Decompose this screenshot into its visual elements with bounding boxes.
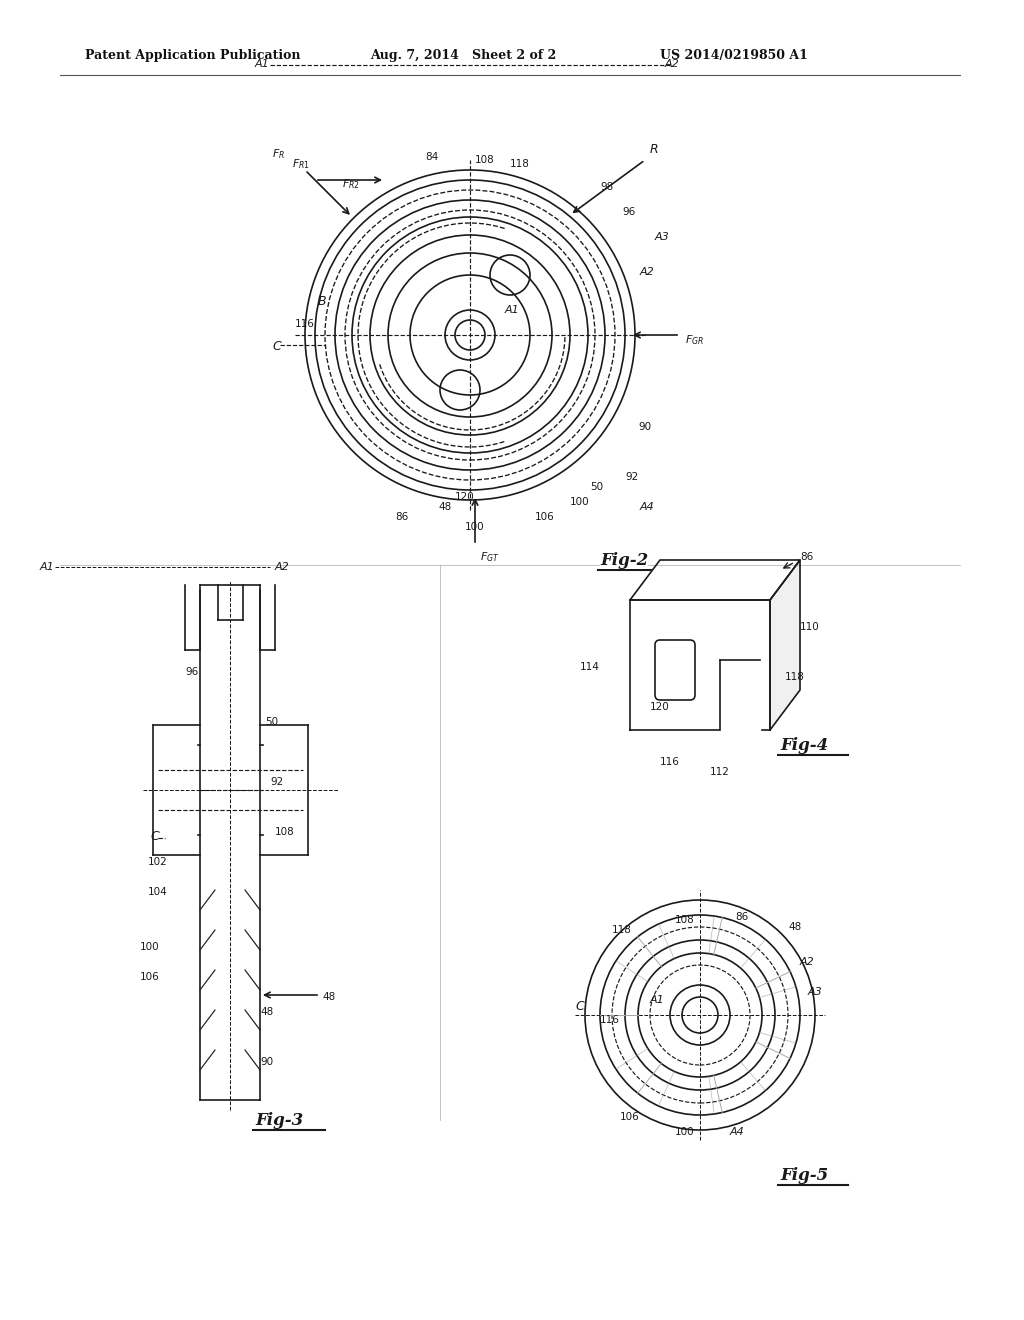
Polygon shape: [720, 660, 760, 730]
Text: 116: 116: [600, 1015, 620, 1026]
Polygon shape: [630, 601, 770, 730]
Text: 86: 86: [395, 512, 409, 521]
Text: 100: 100: [675, 1127, 694, 1137]
Text: A3: A3: [808, 987, 822, 997]
Text: Aug. 7, 2014   Sheet 2 of 2: Aug. 7, 2014 Sheet 2 of 2: [370, 49, 556, 62]
Text: C: C: [272, 341, 281, 352]
Polygon shape: [770, 560, 800, 730]
Text: $F_{GR}$: $F_{GR}$: [685, 333, 705, 347]
Text: 48: 48: [788, 921, 801, 932]
Text: 106: 106: [535, 512, 555, 521]
Text: B: B: [318, 294, 327, 308]
Text: 118: 118: [612, 925, 632, 935]
Text: 100: 100: [465, 521, 484, 532]
Text: 48: 48: [322, 993, 335, 1002]
Text: 106: 106: [140, 972, 160, 982]
Text: 100: 100: [570, 498, 590, 507]
Text: 92: 92: [625, 473, 638, 482]
Text: 102: 102: [148, 857, 168, 867]
Text: 116: 116: [295, 319, 314, 329]
Text: 120: 120: [650, 702, 670, 711]
Polygon shape: [630, 560, 800, 601]
Text: A4: A4: [730, 1127, 744, 1137]
Text: Fig-2: Fig-2: [600, 552, 648, 569]
Text: 50: 50: [590, 482, 603, 492]
Text: C: C: [150, 830, 159, 843]
Text: A1: A1: [505, 305, 520, 315]
Text: A1: A1: [40, 562, 54, 572]
Text: 48: 48: [438, 502, 452, 512]
Text: 114: 114: [580, 663, 600, 672]
Text: $F_{GT}$: $F_{GT}$: [480, 550, 500, 564]
Text: A2: A2: [665, 59, 680, 69]
Text: 106: 106: [620, 1111, 640, 1122]
Text: 118: 118: [510, 158, 529, 169]
Text: A2: A2: [800, 957, 815, 968]
Text: A2: A2: [640, 267, 654, 277]
Text: R: R: [650, 143, 658, 156]
Text: A3: A3: [655, 232, 670, 242]
Text: 112: 112: [710, 767, 730, 777]
Text: 100: 100: [140, 942, 160, 952]
Text: 84: 84: [425, 152, 438, 162]
Text: 92: 92: [270, 777, 284, 787]
Text: 116: 116: [660, 756, 680, 767]
Text: US 2014/0219850 A1: US 2014/0219850 A1: [660, 49, 808, 62]
Text: 120: 120: [455, 492, 475, 502]
Text: 118: 118: [785, 672, 805, 682]
Text: 96: 96: [622, 207, 635, 216]
Text: 108: 108: [675, 915, 694, 925]
Text: 98: 98: [600, 182, 613, 191]
Text: 86: 86: [800, 552, 813, 562]
Text: $F_R$: $F_R$: [272, 147, 285, 161]
Text: $F_{R1}$: $F_{R1}$: [292, 157, 310, 170]
Text: 108: 108: [475, 154, 495, 165]
Text: A1: A1: [650, 995, 665, 1005]
Text: 96: 96: [185, 667, 199, 677]
Text: 104: 104: [148, 887, 168, 898]
Text: Fig-3: Fig-3: [255, 1111, 303, 1129]
Text: 86: 86: [735, 912, 749, 921]
Text: A1: A1: [255, 59, 269, 69]
Text: 110: 110: [800, 622, 820, 632]
Text: 50: 50: [265, 717, 279, 727]
Text: $F_{R2}$: $F_{R2}$: [342, 177, 360, 191]
Text: 48: 48: [260, 1007, 273, 1016]
Text: Fig-4: Fig-4: [780, 737, 828, 754]
Text: Patent Application Publication: Patent Application Publication: [85, 49, 300, 62]
Text: A2: A2: [275, 562, 290, 572]
Text: 90: 90: [260, 1057, 273, 1067]
Text: C: C: [575, 1001, 584, 1012]
Text: 90: 90: [638, 422, 651, 432]
Text: A4: A4: [640, 502, 654, 512]
Text: Fig-5: Fig-5: [780, 1167, 828, 1184]
Text: 108: 108: [275, 828, 295, 837]
